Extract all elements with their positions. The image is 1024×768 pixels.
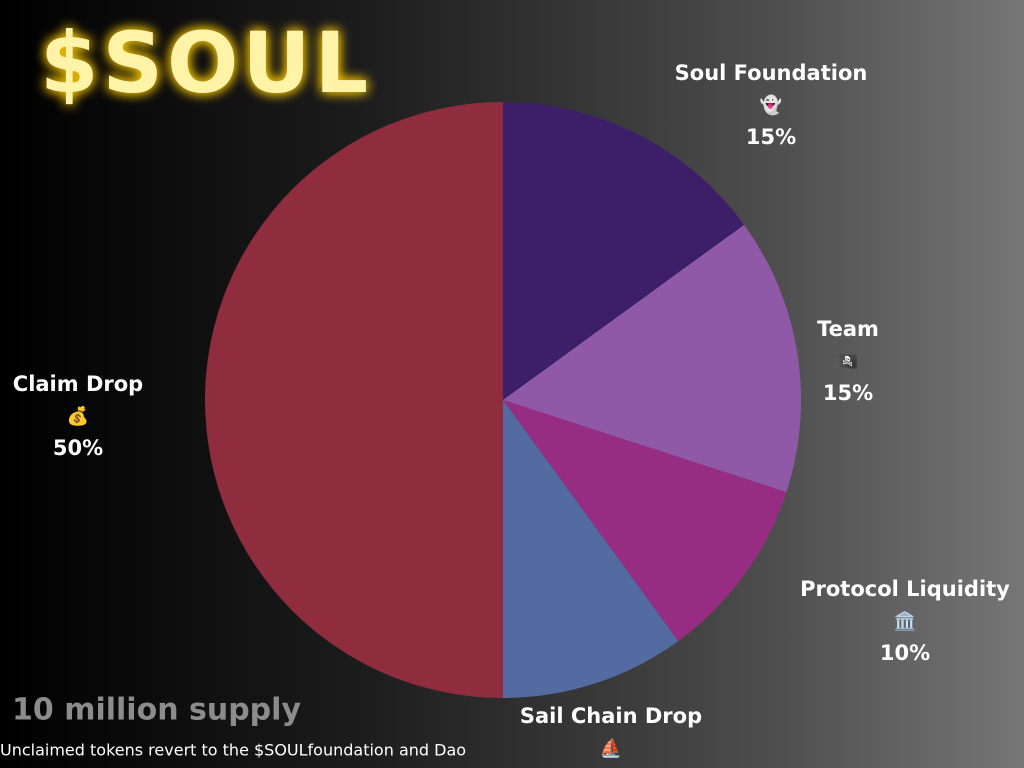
slice-icon: 🏛️ [894, 610, 916, 632]
slice-value: 15% [746, 125, 796, 149]
footnote: Unclaimed tokens revert to the $SOULfoun… [0, 741, 466, 760]
subtitle: 10 million supply [12, 693, 301, 728]
slice-label: Claim Drop [13, 372, 143, 396]
pie-slice [205, 102, 503, 698]
slice-label: Protocol Liquidity [800, 577, 1010, 601]
slice-icon: 💰 [67, 405, 89, 427]
slice-label: Team [817, 317, 879, 341]
slice-label: Sail Chain Drop [520, 704, 702, 728]
slice-icon: 👻 [760, 94, 782, 116]
slice-value: 15% [823, 381, 873, 405]
slice-label: Soul Foundation [675, 61, 868, 85]
chart-title: $SOUL [40, 14, 372, 112]
pie [205, 102, 801, 698]
pie-slice [503, 400, 787, 642]
slice-value: 10% [880, 641, 930, 665]
slice-icon: 🏴‍☠️ [837, 350, 859, 372]
pie-slice [503, 224, 801, 493]
slice-value: 50% [53, 436, 103, 460]
pie-slice [503, 102, 745, 400]
slice-icon: ⛵ [600, 737, 622, 759]
pie-slice [503, 400, 679, 698]
